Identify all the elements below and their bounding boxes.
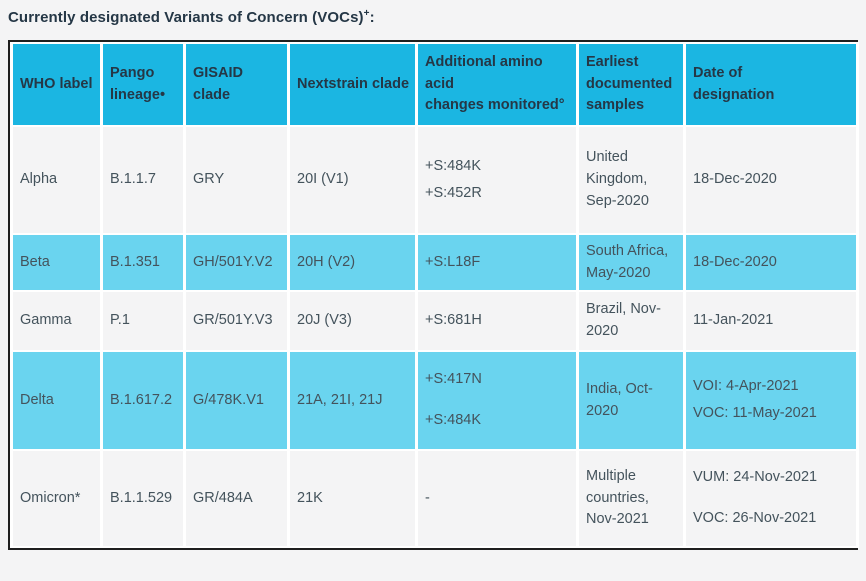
cell-earliest-samples: Brazil, Nov-2020: [576, 290, 686, 352]
designation-entry: VUM: 24-Nov-2021: [693, 469, 818, 486]
cell-amino-changes: +S:484K +S:452R: [415, 125, 579, 235]
cell-pango-lineage: P.1: [100, 290, 186, 352]
page: Currently designated Variants of Concern…: [8, 8, 859, 550]
header-earliest-samples: Earliest documented samples: [576, 42, 686, 127]
cell-earliest-samples: India, Oct-2020: [576, 350, 686, 451]
header-amino-changes-line2: changes monitored°: [425, 97, 565, 114]
header-amino-changes-line1: Additional amino acid: [425, 53, 543, 92]
cell-amino-changes: +S:L18F: [415, 233, 579, 292]
header-gisaid-clade: GISAID clade: [183, 42, 290, 127]
header-amino-changes: Additional amino acid changes monitored°: [415, 42, 579, 127]
header-designation-date-text: Date of designation: [693, 64, 775, 103]
header-pango-lineage: Pango lineage•: [100, 42, 186, 127]
page-title-text: Currently designated Variants of Concern…: [8, 9, 364, 26]
cell-pango-lineage: B.1.351: [100, 233, 186, 292]
cell-amino-changes: +S:417N +S:484K: [415, 350, 579, 451]
voc-table-grid: WHO label Pango lineage• GISAID clade Ne…: [10, 42, 859, 548]
cell-designation-date: VOI: 4-Apr-2021 VOC: 11-May-2021: [683, 350, 859, 451]
amino-change: +S:417N: [425, 371, 482, 388]
cell-designation-date: 18-Dec-2020: [683, 233, 859, 292]
cell-who-label: Beta: [10, 233, 103, 292]
amino-change: +S:452R: [425, 184, 482, 201]
cell-nextstrain-clade: 20H (V2): [287, 233, 418, 292]
row-beta: Beta B.1.351 GH/501Y.V2 20H (V2) +S:L18F…: [10, 233, 859, 292]
cell-amino-changes: +S:681H: [415, 290, 579, 352]
page-title-colon: :: [369, 9, 375, 26]
cell-designation-date: VUM: 24-Nov-2021 VOC: 26-Nov-2021: [683, 449, 859, 548]
header-designation-date: Date of designation: [683, 42, 859, 127]
header-gisaid-clade-text: GISAID clade: [193, 64, 243, 103]
cell-pango-lineage: B.1.1.7: [100, 125, 186, 235]
designation-entry: VOC: 26-Nov-2021: [693, 510, 817, 526]
cell-nextstrain-clade: 20I (V1): [287, 125, 418, 235]
cell-earliest-samples: Multiple countries, Nov-2021: [576, 449, 686, 548]
cell-nextstrain-clade: 21K: [287, 449, 418, 548]
header-earliest-samples-text: Earliest documented samples: [586, 53, 673, 114]
designation-entry: VOI: 4-Apr-2021: [693, 378, 799, 395]
amino-change: +S:484K: [425, 412, 482, 428]
voc-table: WHO label Pango lineage• GISAID clade Ne…: [8, 40, 859, 550]
header-nextstrain-clade-text: Nextstrain clade: [297, 75, 410, 92]
row-omicron: Omicron* B.1.1.529 GR/484A 21K - Multipl…: [10, 449, 859, 548]
cell-earliest-samples: United Kingdom, Sep-2020: [576, 125, 686, 235]
cell-gisaid-clade: GR/501Y.V3: [183, 290, 290, 352]
cell-earliest-samples: South Africa, May-2020: [576, 233, 686, 292]
header-pango-lineage-text: Pango lineage•: [110, 64, 166, 103]
cell-pango-lineage: B.1.1.529: [100, 449, 186, 548]
designation-entry: 11-Jan-2021: [693, 312, 774, 329]
designation-entry: 18-Dec-2020: [693, 253, 777, 270]
amino-change: -: [425, 489, 430, 506]
cell-nextstrain-clade: 21A, 21I, 21J: [287, 350, 418, 451]
cell-amino-changes: -: [415, 449, 579, 548]
cell-gisaid-clade: GR/484A: [183, 449, 290, 548]
designation-entry: VOC: 11-May-2021: [693, 405, 817, 421]
cell-gisaid-clade: G/478K.V1: [183, 350, 290, 451]
row-delta: Delta B.1.617.2 G/478K.V1 21A, 21I, 21J …: [10, 350, 859, 451]
cell-designation-date: 11-Jan-2021: [683, 290, 859, 352]
cell-gisaid-clade: GH/501Y.V2: [183, 233, 290, 292]
row-alpha: Alpha B.1.1.7 GRY 20I (V1) +S:484K +S:45…: [10, 125, 859, 235]
cell-who-label: Omicron*: [10, 449, 103, 548]
row-gamma: Gamma P.1 GR/501Y.V3 20J (V3) +S:681H Br…: [10, 290, 859, 352]
cell-who-label: Delta: [10, 350, 103, 451]
page-title-superscript: +: [363, 8, 370, 19]
amino-change: +S:484K: [425, 157, 482, 174]
page-title: Currently designated Variants of Concern…: [8, 8, 858, 26]
cell-who-label: Alpha: [10, 125, 103, 235]
table-header-row: WHO label Pango lineage• GISAID clade Ne…: [10, 42, 859, 127]
cell-who-label: Gamma: [10, 290, 103, 352]
cell-nextstrain-clade: 20J (V3): [287, 290, 418, 352]
cell-designation-date: 18-Dec-2020: [683, 125, 859, 235]
amino-change: +S:L18F: [425, 253, 481, 270]
amino-change: +S:681H: [425, 312, 482, 329]
header-who-label: WHO label: [10, 42, 103, 127]
cell-gisaid-clade: GRY: [183, 125, 290, 235]
cell-pango-lineage: B.1.617.2: [100, 350, 186, 451]
header-nextstrain-clade: Nextstrain clade: [287, 42, 418, 127]
header-who-label-text: WHO label: [20, 75, 93, 92]
designation-entry: 18-Dec-2020: [693, 171, 777, 188]
